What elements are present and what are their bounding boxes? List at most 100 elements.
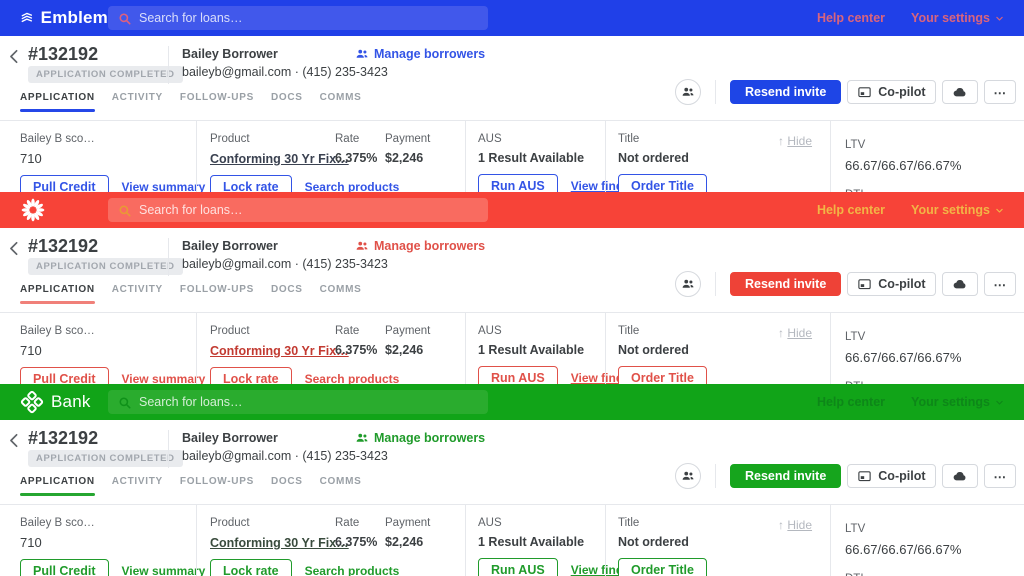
tab-follow-ups[interactable]: FOLLOW-UPS xyxy=(179,476,254,487)
content-divider xyxy=(196,313,197,384)
order-title-button[interactable]: Order Title xyxy=(618,366,707,384)
hide-panel-link[interactable]: ↑ Hide xyxy=(778,518,813,532)
loan-actions: Resend invite Co-pilot ⋯ xyxy=(675,463,1016,489)
more-options-button[interactable]: ⋯ xyxy=(983,272,1016,296)
order-title-button[interactable]: Order Title xyxy=(618,174,707,192)
search-products-link[interactable]: Search products xyxy=(304,372,400,384)
manage-borrowers-link[interactable]: Manage borrowers xyxy=(355,47,485,61)
order-title-button[interactable]: Order Title xyxy=(618,558,707,576)
pull-credit-button[interactable]: Pull Credit xyxy=(20,367,109,384)
cloud-button[interactable] xyxy=(941,464,978,488)
ratios-panel: LTV 66.67/66.67/66.67% DTI xyxy=(845,139,961,192)
tab-comms[interactable]: COMMS xyxy=(319,476,362,487)
tab-follow-ups[interactable]: FOLLOW-UPS xyxy=(179,284,254,295)
title-card: Title Not ordered Order Title xyxy=(618,325,707,384)
your-settings-menu[interactable]: Your settings xyxy=(911,11,1004,25)
copilot-button[interactable]: Co-pilot xyxy=(847,80,936,104)
lock-rate-button[interactable]: Lock rate xyxy=(210,175,292,192)
search-products-link[interactable]: Search products xyxy=(304,564,400,576)
tab-docs[interactable]: DOCS xyxy=(270,284,303,295)
loan-search-input[interactable] xyxy=(139,395,478,409)
tab-activity[interactable]: ACTIVITY xyxy=(111,92,163,103)
view-summary-link[interactable]: View summary xyxy=(121,564,206,576)
tab-comms[interactable]: COMMS xyxy=(319,92,362,103)
aus-label: AUS xyxy=(478,517,502,529)
hide-panel-link[interactable]: ↑ Hide xyxy=(778,326,813,340)
more-icon: ⋯ xyxy=(993,469,1007,484)
title-card: Title Not ordered Order Title xyxy=(618,133,707,192)
payment-label: Payment xyxy=(385,133,431,145)
cloud-button[interactable] xyxy=(941,272,978,296)
tab-application[interactable]: APPLICATION xyxy=(20,476,95,496)
brand-logo xyxy=(20,197,108,223)
ratios-panel: LTV 66.67/66.67/66.67% DTI xyxy=(845,523,961,576)
product-label: Product xyxy=(210,325,250,337)
rate-label: Rate xyxy=(335,325,360,337)
copilot-button[interactable]: Co-pilot xyxy=(847,464,936,488)
lock-rate-button[interactable]: Lock rate xyxy=(210,559,292,576)
loan-search-input[interactable] xyxy=(139,11,478,25)
loan-number: #132192 xyxy=(28,236,99,256)
help-center-link[interactable]: Help center xyxy=(816,11,886,25)
view-summary-link[interactable]: View summary xyxy=(121,180,206,192)
rate-label: Rate xyxy=(335,517,360,529)
run-aus-button[interactable]: Run AUS xyxy=(478,366,558,384)
loan-view-section: Help center Your settings #132192 APPLIC… xyxy=(0,192,1024,384)
manage-borrowers-link[interactable]: Manage borrowers xyxy=(355,239,485,253)
cloud-icon xyxy=(953,87,965,97)
tab-activity[interactable]: ACTIVITY xyxy=(111,284,163,295)
resend-invite-button[interactable]: Resend invite xyxy=(730,80,842,104)
loan-summary-row: Bailey B sco… 710 Pull Credit View summa… xyxy=(0,120,1024,192)
tab-docs[interactable]: DOCS xyxy=(270,476,303,487)
tab-application[interactable]: APPLICATION xyxy=(20,284,95,304)
run-aus-button[interactable]: Run AUS xyxy=(478,558,558,576)
content-divider xyxy=(196,121,197,192)
tab-application[interactable]: APPLICATION xyxy=(20,92,95,112)
copilot-button[interactable]: Co-pilot xyxy=(847,272,936,296)
back-button[interactable] xyxy=(6,432,23,452)
loan-tabs: APPLICATION ACTIVITY FOLLOW-UPS DOCS COM… xyxy=(20,284,361,304)
back-button[interactable] xyxy=(6,48,23,68)
content-divider xyxy=(196,505,197,576)
help-center-link[interactable]: Help center xyxy=(816,395,886,409)
product-name-link[interactable]: Conforming 30 Yr Fix… xyxy=(210,536,349,550)
rate-value: 6.375% xyxy=(335,535,378,549)
rate-label: Rate xyxy=(335,133,360,145)
back-button[interactable] xyxy=(6,240,23,260)
run-aus-button[interactable]: Run AUS xyxy=(478,174,558,192)
people-icon xyxy=(356,49,368,58)
more-options-button[interactable]: ⋯ xyxy=(983,80,1016,104)
title-label: Title xyxy=(618,517,640,529)
top-bar: Emblem Help center Your settings xyxy=(0,0,1024,36)
borrower-contact: baileyb@gmail.com · (415) 235-3423 xyxy=(182,65,388,79)
loan-search-box xyxy=(108,6,488,30)
cloud-button[interactable] xyxy=(941,80,978,104)
your-settings-menu[interactable]: Your settings xyxy=(911,395,1004,409)
borrowers-button[interactable] xyxy=(675,463,701,489)
tab-comms[interactable]: COMMS xyxy=(319,284,362,295)
tab-activity[interactable]: ACTIVITY xyxy=(111,476,163,487)
loan-header: #132192 APPLICATION COMPLETED Bailey Bor… xyxy=(0,228,1024,312)
header-divider xyxy=(168,430,169,468)
pull-credit-button[interactable]: Pull Credit xyxy=(20,559,109,576)
help-center-link[interactable]: Help center xyxy=(816,203,886,217)
search-products-link[interactable]: Search products xyxy=(304,180,400,192)
lock-rate-button[interactable]: Lock rate xyxy=(210,367,292,384)
borrowers-button[interactable] xyxy=(675,79,701,105)
resend-invite-button[interactable]: Resend invite xyxy=(730,464,842,488)
tab-follow-ups[interactable]: FOLLOW-UPS xyxy=(179,92,254,103)
status-badge: APPLICATION COMPLETED xyxy=(28,258,183,275)
tab-docs[interactable]: DOCS xyxy=(270,92,303,103)
your-settings-menu[interactable]: Your settings xyxy=(911,203,1004,217)
product-name-link[interactable]: Conforming 30 Yr Fix… xyxy=(210,152,349,166)
product-name-link[interactable]: Conforming 30 Yr Fix… xyxy=(210,344,349,358)
manage-borrowers-link[interactable]: Manage borrowers xyxy=(355,431,485,445)
borrowers-button[interactable] xyxy=(675,271,701,297)
resend-invite-button[interactable]: Resend invite xyxy=(730,272,842,296)
hide-panel-link[interactable]: ↑ Hide xyxy=(778,134,813,148)
loan-search-input[interactable] xyxy=(139,203,478,217)
view-summary-link[interactable]: View summary xyxy=(121,372,206,384)
credit-card: Bailey B sco… 710 Pull Credit View summa… xyxy=(20,517,205,576)
pull-credit-button[interactable]: Pull Credit xyxy=(20,175,109,192)
more-options-button[interactable]: ⋯ xyxy=(983,464,1016,488)
